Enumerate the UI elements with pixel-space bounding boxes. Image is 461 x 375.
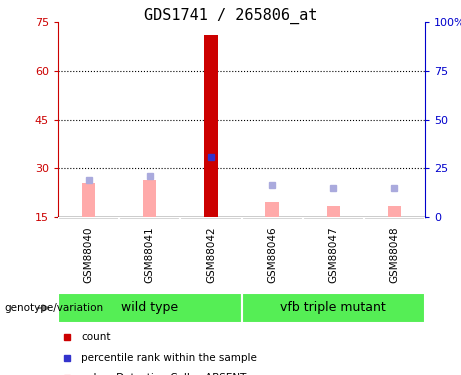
Text: GDS1741 / 265806_at: GDS1741 / 265806_at xyxy=(144,8,317,24)
Text: GSM88047: GSM88047 xyxy=(328,226,338,284)
FancyBboxPatch shape xyxy=(58,293,242,323)
Text: value, Detection Call = ABSENT: value, Detection Call = ABSENT xyxy=(81,373,247,375)
Bar xyxy=(266,202,279,217)
Bar xyxy=(204,35,218,217)
Text: count: count xyxy=(81,332,111,342)
Bar xyxy=(143,180,156,217)
Text: GSM88040: GSM88040 xyxy=(83,227,94,283)
Text: wild type: wild type xyxy=(121,302,178,315)
Text: GSM88048: GSM88048 xyxy=(390,226,399,284)
Bar xyxy=(326,206,340,217)
Bar xyxy=(82,183,95,217)
Text: genotype/variation: genotype/variation xyxy=(5,303,104,313)
Bar xyxy=(388,206,401,217)
Text: percentile rank within the sample: percentile rank within the sample xyxy=(81,352,257,363)
Text: GSM88046: GSM88046 xyxy=(267,226,277,284)
Text: GSM88042: GSM88042 xyxy=(206,226,216,284)
FancyBboxPatch shape xyxy=(242,293,425,323)
Text: vfb triple mutant: vfb triple mutant xyxy=(280,302,386,315)
Text: GSM88041: GSM88041 xyxy=(145,226,155,284)
